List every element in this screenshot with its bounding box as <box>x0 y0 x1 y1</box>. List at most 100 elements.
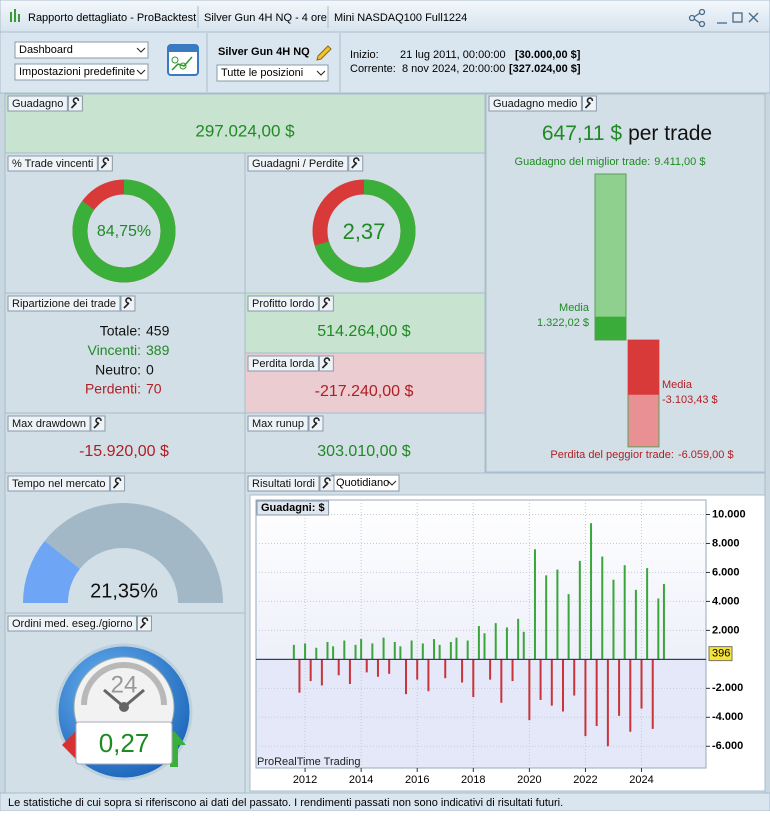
bar <box>601 556 604 660</box>
bar <box>578 560 581 660</box>
bar <box>562 659 565 712</box>
report-icon[interactable] <box>167 44 199 76</box>
bar <box>343 640 346 660</box>
wrench-icon <box>139 617 149 629</box>
bar <box>399 646 402 660</box>
panel-title: Ripartizione dei trade <box>12 298 116 310</box>
panel-title: Perdita lorda <box>252 358 315 370</box>
bar <box>382 637 385 660</box>
panel-title: Max drawdown <box>12 418 86 430</box>
panel-title: Profitto lordo <box>252 298 314 310</box>
bar <box>494 623 497 660</box>
value-label: 9.411,00 $ <box>654 156 705 168</box>
orders-value: 0,27 <box>99 728 150 758</box>
bar <box>550 659 553 706</box>
breakdown-value: 0 <box>146 361 154 377</box>
wrench-icon <box>322 477 331 489</box>
best-trade: Guadagno del miglior trade: 9.411,00 $ <box>515 156 706 168</box>
clock-label: 24 <box>111 671 138 698</box>
panel-title-box <box>7 475 111 492</box>
tab[interactable]: Mini NASDAQ100 Full1224 <box>334 12 467 24</box>
max-drawdown: -15.920,00 $ <box>79 443 169 460</box>
select[interactable] <box>14 63 149 81</box>
bar <box>533 549 536 660</box>
bar <box>651 659 654 729</box>
bar <box>298 659 301 693</box>
bar <box>354 644 357 660</box>
bar <box>517 618 520 660</box>
tab[interactable]: Rapporto dettagliato - ProBacktest <box>28 12 196 24</box>
bar <box>522 631 525 660</box>
select-value[interactable]: Impostazioni predefinite <box>19 66 135 78</box>
disclaimer: Le statistiche di cui sopra si riferisco… <box>8 797 563 809</box>
bar <box>360 639 363 660</box>
donut-win <box>312 179 416 283</box>
select-value[interactable]: Tutte le posizioni <box>221 67 303 79</box>
x-tick-label: 2012 <box>293 774 317 786</box>
panel-title-box <box>7 615 137 632</box>
win-rate-label: 84,75% <box>97 223 151 240</box>
bar <box>662 584 665 660</box>
bar <box>348 659 351 684</box>
wrench-icon <box>100 157 110 169</box>
bar <box>595 659 598 726</box>
panel-title: Tempo nel mercato <box>12 478 106 490</box>
bar <box>315 647 318 660</box>
y-tick-label: 4.000 <box>712 595 740 607</box>
bar <box>466 640 469 660</box>
series-label: Guadagni: $ <box>261 502 325 514</box>
bar <box>405 659 407 695</box>
tab[interactable]: Silver Gun 4H NQ - 4 ore <box>204 12 327 24</box>
bar <box>640 659 643 709</box>
y-tick-label: 8.000 <box>712 537 740 549</box>
gain-value: 297.024,00 $ <box>195 121 295 140</box>
bar <box>376 659 379 677</box>
trade-bar <box>594 173 627 341</box>
panel-title: Ordini med. eseg./giorno <box>12 618 132 630</box>
bar <box>539 659 542 700</box>
date: 21 lug 2011, 00:00:00 <box>400 49 506 61</box>
edit-icon[interactable] <box>316 45 332 61</box>
series-label-box <box>256 500 330 516</box>
y-tick-label: 10.000 <box>712 508 746 520</box>
bar <box>629 659 632 732</box>
plot-lower <box>255 658 707 769</box>
select-value[interactable]: Quotidiano <box>336 477 389 489</box>
bar <box>657 598 660 660</box>
value-label: -6.059,00 $ <box>678 449 734 461</box>
bar <box>489 659 492 680</box>
capital: [30.000,00 $] <box>515 49 581 61</box>
breakdown-value: 459 <box>146 323 170 339</box>
bar <box>393 641 396 660</box>
gauge-value <box>23 540 80 603</box>
bar <box>606 659 609 747</box>
select[interactable] <box>14 41 149 59</box>
bar <box>337 659 340 676</box>
select-value[interactable]: Dashboard <box>19 44 73 56</box>
caption: Perdita del peggior trade: <box>550 449 674 461</box>
bar <box>612 579 615 660</box>
x-tick-label: 2014 <box>349 774 373 786</box>
y-tick-label: -2.000 <box>712 682 743 694</box>
select[interactable] <box>216 64 329 82</box>
y-tick-label: -4.000 <box>712 711 743 723</box>
bar <box>421 643 424 660</box>
system-name: Silver Gun 4H NQ <box>218 46 310 58</box>
bar <box>505 627 508 660</box>
y-tick-label: 2.000 <box>712 624 740 636</box>
x-tick-label: 2020 <box>517 774 541 786</box>
breakdown-label: Neutro: <box>95 361 141 377</box>
avg-loss-caption: Media <box>662 379 693 391</box>
average-gain: 647,11 $ per trade <box>542 122 712 145</box>
wrench-icon <box>584 97 594 109</box>
panel-title-box <box>488 95 582 112</box>
window-controls[interactable] <box>688 8 759 28</box>
panel-title: Risultati lordi <box>252 478 315 490</box>
bar <box>371 643 374 660</box>
panel-title: Guadagno <box>12 98 63 110</box>
bar <box>623 565 626 660</box>
wrench-icon <box>351 157 360 169</box>
bar <box>472 659 475 698</box>
panel-title-box <box>247 295 319 312</box>
